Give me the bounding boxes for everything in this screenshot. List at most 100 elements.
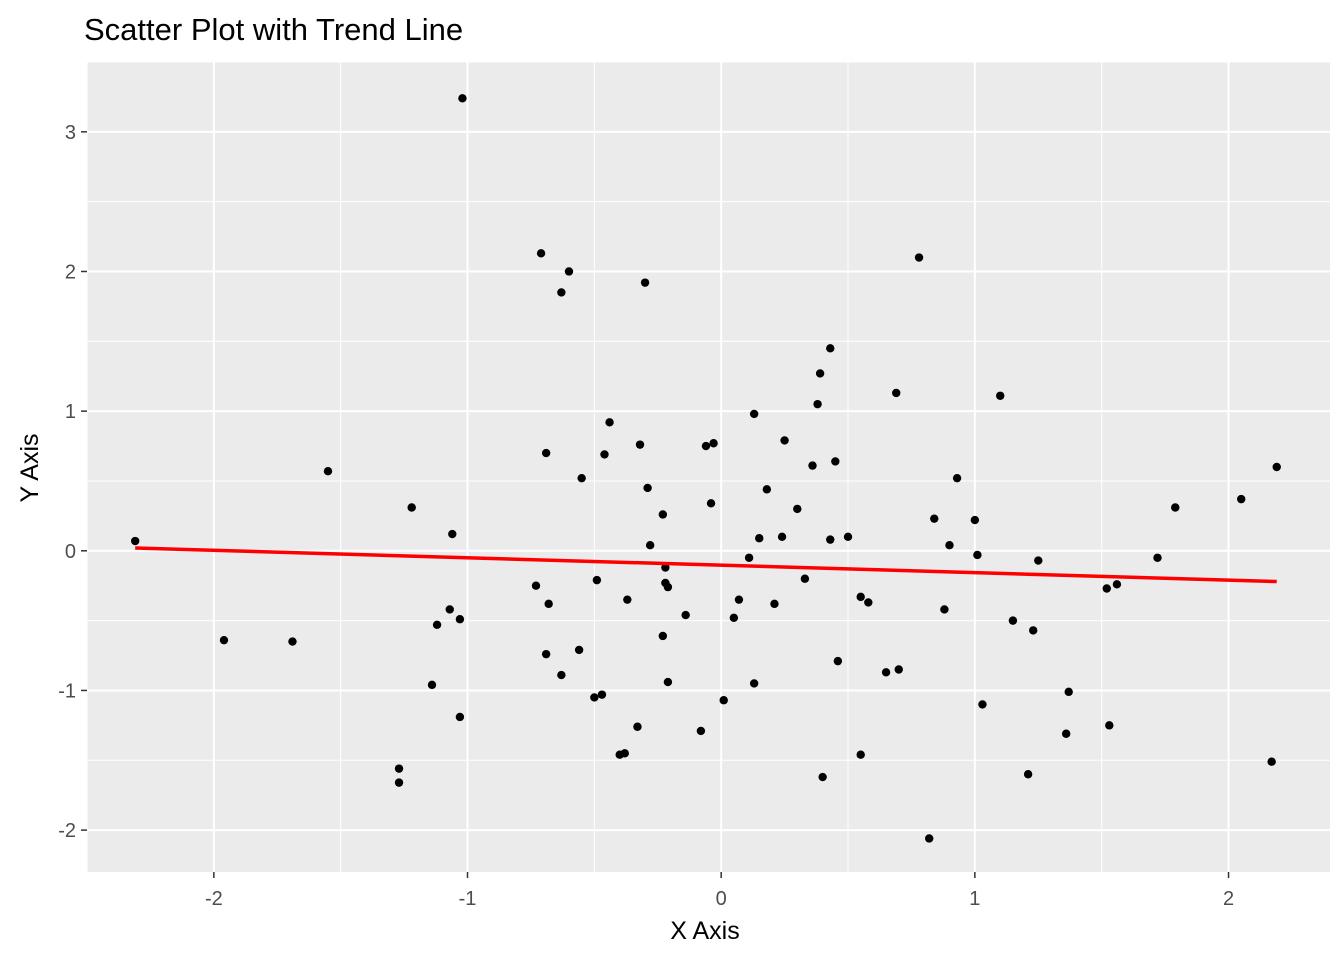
- scatter-point: [544, 599, 553, 609]
- scatter-point: [1061, 729, 1071, 738]
- scatter-point: [1272, 462, 1281, 472]
- scatter-point: [661, 563, 670, 572]
- scatter-point: [952, 473, 962, 483]
- trend-line: [135, 546, 1277, 584]
- scatter-point: [996, 391, 1005, 400]
- scatter-point: [1112, 580, 1122, 589]
- x-tick-label: -2: [205, 888, 223, 910]
- scatter-point: [777, 532, 787, 542]
- scatter-point: [448, 529, 457, 539]
- scatter-point: [815, 369, 825, 378]
- scatter-point: [643, 483, 652, 493]
- y-tick-label: -2: [58, 820, 76, 842]
- scatter-point: [557, 670, 566, 680]
- scatter-point: [808, 461, 817, 470]
- scatter-point: [645, 541, 655, 550]
- scatter-point: [1008, 616, 1018, 625]
- scatter-point: [605, 418, 614, 427]
- scatter-point: [1237, 494, 1246, 504]
- scatter-point: [455, 712, 465, 722]
- x-tick-label: 2: [1223, 888, 1234, 910]
- scatter-point: [843, 532, 853, 542]
- scatter-point: [762, 485, 772, 494]
- scatter-point: [813, 399, 822, 409]
- scatter-point: [427, 680, 437, 690]
- scatter-point: [856, 592, 865, 602]
- scatter-point: [658, 631, 668, 641]
- x-tick-label: -1: [459, 888, 477, 910]
- scatter-point: [574, 645, 584, 655]
- y-axis-ticks: -2 -1 0 1 2 3: [58, 122, 87, 842]
- scatter-point: [1153, 553, 1162, 562]
- scatter-point: [640, 278, 650, 287]
- scatter-point: [1267, 757, 1276, 766]
- scatter-point: [973, 550, 982, 560]
- x-axis-ticks: -2 -1 0 1 2: [205, 872, 1234, 910]
- scatter-point: [658, 510, 668, 519]
- scatter-point: [536, 249, 546, 258]
- scatter-point: [577, 473, 586, 483]
- scatter-point: [600, 450, 609, 459]
- scatter-point: [780, 436, 789, 445]
- y-tick-label: 2: [65, 261, 76, 283]
- x-tick-label: 1: [969, 888, 980, 910]
- scatter-point: [663, 582, 673, 592]
- scatter-point: [623, 595, 632, 604]
- scatter-point: [288, 637, 297, 646]
- scatter-point: [1029, 626, 1038, 635]
- scatter-point: [978, 700, 987, 709]
- scatter-point: [394, 778, 404, 787]
- scatter-point: [749, 679, 759, 688]
- x-tick-label: 0: [716, 888, 727, 910]
- scatter-point: [541, 448, 551, 458]
- scatter-point: [864, 598, 873, 607]
- scatter-point: [432, 620, 442, 630]
- scatter-point: [729, 613, 739, 623]
- y-tick-label: 0: [65, 541, 76, 563]
- scatter-point: [793, 504, 802, 514]
- scatter-point: [930, 514, 939, 523]
- y-tick-label: 1: [65, 401, 76, 423]
- major-gridlines: [87, 62, 1330, 872]
- scatter-point: [1023, 770, 1033, 779]
- scatter-point: [719, 696, 728, 705]
- scatter-point: [597, 690, 607, 699]
- scatter-point: [1171, 503, 1180, 512]
- scatter-point: [826, 535, 835, 544]
- y-tick-label: 3: [65, 122, 76, 144]
- scatter-point: [894, 665, 903, 674]
- scatter-point: [1064, 687, 1073, 697]
- scatter-point: [1034, 556, 1043, 565]
- minor-gridlines: [86, 61, 1330, 872]
- scatter-point: [455, 615, 465, 624]
- scatter-point: [458, 94, 467, 103]
- scatter-point: [620, 749, 629, 758]
- scatter-point: [663, 677, 673, 687]
- scatter-point: [701, 441, 711, 451]
- scatter-point: [407, 503, 416, 512]
- y-tick-label: -1: [58, 680, 76, 702]
- scatter-point: [770, 599, 779, 609]
- scatter-point: [881, 668, 891, 677]
- scatter-point: [130, 536, 140, 546]
- chart-title: Scatter Plot with Trend Line: [84, 12, 463, 47]
- scatter-point: [633, 722, 642, 731]
- scatter-point: [681, 610, 690, 620]
- scatter-point: [709, 439, 718, 448]
- scatter-point: [833, 656, 843, 666]
- scatter-point: [394, 764, 404, 773]
- scatter-point: [1105, 721, 1114, 730]
- scatter-point: [590, 693, 599, 702]
- scatter-point: [749, 409, 759, 419]
- scatter-point: [945, 541, 954, 550]
- plot-panel: [87, 62, 1330, 872]
- scatter-point: [557, 288, 566, 297]
- scatter-point: [635, 440, 645, 449]
- scatter-point: [323, 466, 333, 476]
- scatter-point: [531, 581, 541, 590]
- scatter-point: [826, 344, 835, 353]
- scatter-point: [831, 457, 840, 466]
- scatter-point: [592, 575, 602, 585]
- scatter-point: [800, 574, 810, 583]
